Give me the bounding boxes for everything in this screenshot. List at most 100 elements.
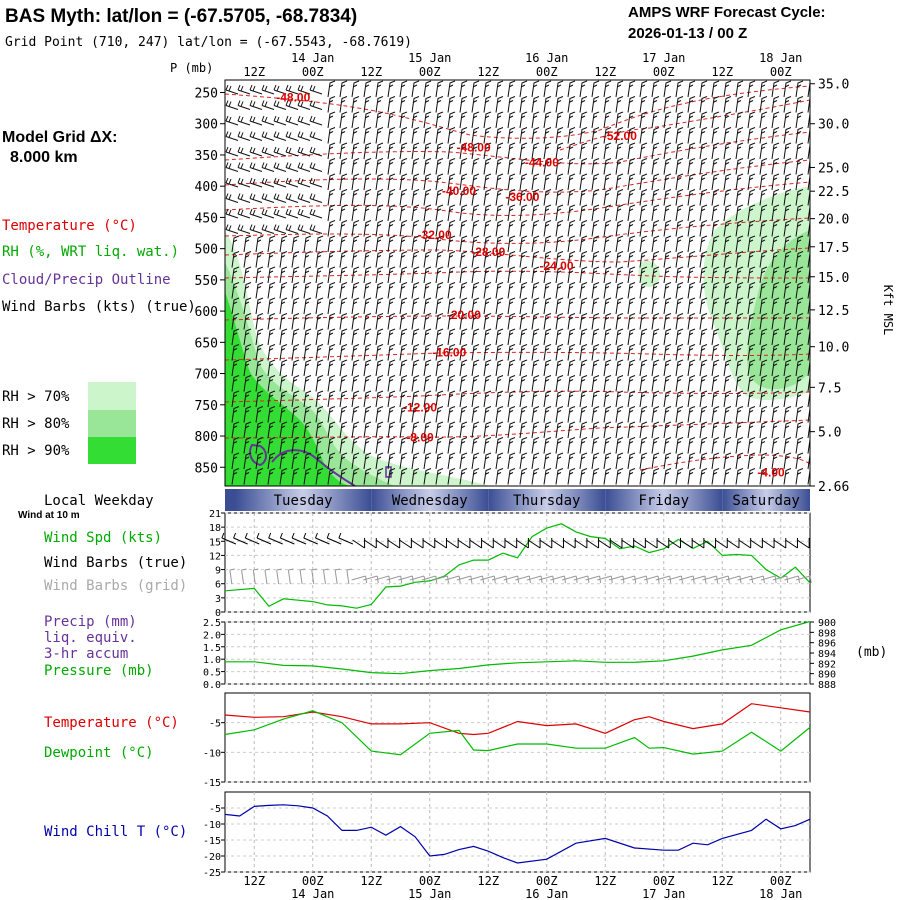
wind-barb	[663, 220, 672, 237]
wind-barb	[363, 235, 372, 253]
wind-barb	[459, 158, 468, 175]
kft-msl-label: Kft MSL	[881, 285, 895, 336]
wind-barb	[675, 111, 684, 129]
bottom-date-label: 16 Jan	[525, 887, 568, 900]
isotherm-label: -4.00	[757, 465, 785, 479]
wind-barb	[285, 193, 299, 203]
wind-barb	[747, 173, 756, 191]
wind-barb	[687, 437, 696, 454]
wind-barb	[435, 297, 444, 315]
wind-barb	[225, 224, 239, 234]
wind-barb	[285, 100, 299, 110]
wind-barb	[711, 390, 720, 408]
wind-barb	[747, 142, 756, 160]
wind-barb	[555, 235, 564, 253]
wind-barb	[327, 111, 336, 129]
weekday-cell	[722, 489, 810, 511]
wind-barb	[699, 96, 708, 113]
wind-barb	[435, 142, 444, 160]
wind-barb	[615, 344, 624, 361]
wind-barb	[435, 204, 444, 222]
wind-barb	[291, 375, 300, 392]
wind-barb	[435, 96, 444, 113]
wind-barb	[339, 189, 348, 206]
wind-barb	[399, 359, 408, 377]
wind-barb	[339, 328, 348, 346]
wind-barb	[339, 235, 348, 253]
wind-barb	[579, 80, 588, 98]
weekday-label: Wednesday	[392, 493, 468, 509]
rh70-label: RH > 70%	[2, 389, 70, 405]
wind-barb	[615, 220, 624, 237]
wind-barb	[261, 84, 275, 95]
y-tick-label: -15	[203, 836, 221, 847]
wind-barb	[771, 468, 780, 485]
wind-barb	[363, 297, 372, 315]
wind-barb	[543, 127, 552, 144]
wind-barb	[651, 297, 660, 315]
wind-barb	[459, 189, 468, 206]
wind-barb	[375, 359, 384, 377]
legend-wind-speed: Wind Spd (kts)	[44, 530, 162, 546]
wind-barb	[495, 328, 504, 346]
legend-temperature: Temperature (°C)	[2, 218, 137, 234]
wind-barb	[579, 344, 588, 361]
wind-barb	[495, 220, 504, 237]
wind-barb	[339, 173, 348, 191]
wind-barb	[771, 282, 780, 299]
wind-barb	[663, 328, 672, 346]
wind-barb	[339, 452, 348, 470]
wind-barb	[579, 158, 588, 175]
wind-barb	[663, 282, 672, 299]
wind-barb	[327, 468, 336, 485]
wind-barb	[591, 468, 600, 485]
pressure-tick-label: 750	[195, 399, 218, 414]
wind-barb	[495, 468, 504, 485]
wind-barb	[555, 127, 564, 144]
wind-barb	[663, 251, 672, 268]
wind-barb	[339, 251, 348, 268]
wind-barb	[267, 359, 276, 377]
wind-barb	[639, 406, 648, 423]
wind-barb	[267, 468, 276, 485]
wind-barb	[795, 468, 804, 485]
wind-barb	[675, 390, 684, 408]
wind-barb	[627, 204, 636, 222]
wind-barb	[579, 189, 588, 206]
wind-barb	[267, 344, 276, 361]
weekday-label: Saturday	[732, 493, 799, 509]
wind-barb	[603, 235, 612, 253]
wind-barb	[309, 115, 323, 126]
wind-barb	[471, 251, 480, 268]
isotherm-label: -8.00	[406, 430, 434, 444]
wind-barb	[387, 189, 396, 206]
wind-barb	[795, 127, 804, 144]
wind-barb	[723, 390, 732, 408]
wind-barb	[651, 111, 660, 129]
wind-barb	[447, 235, 456, 253]
wind-barb	[783, 189, 792, 206]
wind-barb	[387, 127, 396, 144]
wind-barb	[483, 189, 492, 206]
wind-barb	[339, 375, 348, 392]
wind-barb	[243, 452, 252, 470]
wind-barb	[663, 266, 672, 284]
wind-barb	[309, 162, 323, 172]
wind-barb	[543, 189, 552, 206]
wind-barb	[687, 220, 696, 237]
wind-barb	[639, 266, 648, 284]
wind-barb	[699, 220, 708, 237]
wind-barb	[471, 375, 480, 392]
wind-barb	[255, 266, 264, 284]
wind-barb	[771, 235, 780, 253]
wind-barb-true	[326, 532, 342, 545]
wind-barb	[411, 96, 420, 113]
wind-barb	[261, 115, 275, 126]
wind-barb	[747, 235, 756, 253]
wind-barb	[351, 313, 360, 330]
wind-barb	[339, 111, 348, 129]
wind-barb	[591, 297, 600, 315]
wind-barb	[711, 80, 720, 98]
wind-barb	[759, 142, 768, 160]
